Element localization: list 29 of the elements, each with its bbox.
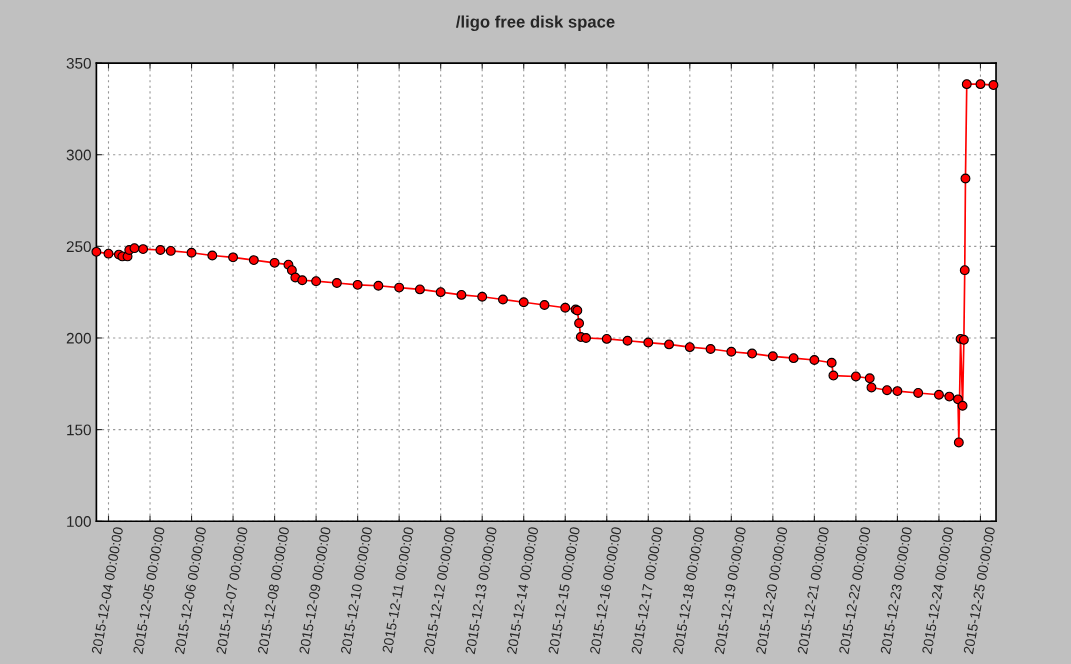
chart-title: /ligo free disk space: [456, 15, 615, 32]
x-tick-label: 2015-12-14 00:00:00: [506, 526, 539, 655]
x-tick-label: 2015-12-08 00:00:00: [257, 526, 290, 655]
y-tick-label: 250: [66, 241, 91, 253]
x-tick-label: 2015-12-23 00:00:00: [880, 526, 913, 655]
y-tick-label: 350: [66, 57, 91, 69]
y-tick-label: 200: [66, 332, 91, 344]
x-tick-label: 2015-12-06 00:00:00: [174, 526, 207, 655]
x-tick-label: 2015-12-13 00:00:00: [465, 526, 497, 655]
x-tick-label: 2015-12-05 00:00:00: [132, 526, 165, 655]
x-tick-label: 2015-12-22 00:00:00: [838, 526, 871, 655]
x-tick-label: 2015-12-11 00:00:00: [382, 526, 414, 654]
x-tick-label: 2015-12-24 00:00:00: [921, 526, 954, 655]
y-tick-label: 150: [67, 424, 91, 436]
x-tick-label: 2015-12-25 00:00:00: [963, 526, 996, 655]
x-tick-label: 2015-12-17 00:00:00: [631, 526, 664, 655]
x-tick-label: 2015-12-18 00:00:00: [672, 526, 705, 655]
x-tick-label: 2015-12-10 00:00:00: [340, 526, 373, 655]
x-tick-label: 2015-12-04 00:00:00: [91, 526, 124, 655]
x-tick-label: 2015-12-20 00:00:00: [755, 526, 788, 655]
y-tick-label: 300: [66, 149, 91, 161]
x-tick-label: 2015-12-12 00:00:00: [423, 526, 456, 655]
x-tick-label: 2015-12-07 00:00:00: [215, 526, 248, 655]
x-tick-label: 2015-12-15 00:00:00: [548, 526, 581, 655]
x-tick-label: 2015-12-19 00:00:00: [714, 526, 747, 655]
x-tick-label: 2015-12-09 00:00:00: [299, 526, 331, 655]
x-tick-label: 2015-12-16 00:00:00: [589, 526, 622, 655]
x-tick-label: 2015-12-21 00:00:00: [797, 526, 830, 655]
y-tick-label: 100: [67, 516, 91, 527]
